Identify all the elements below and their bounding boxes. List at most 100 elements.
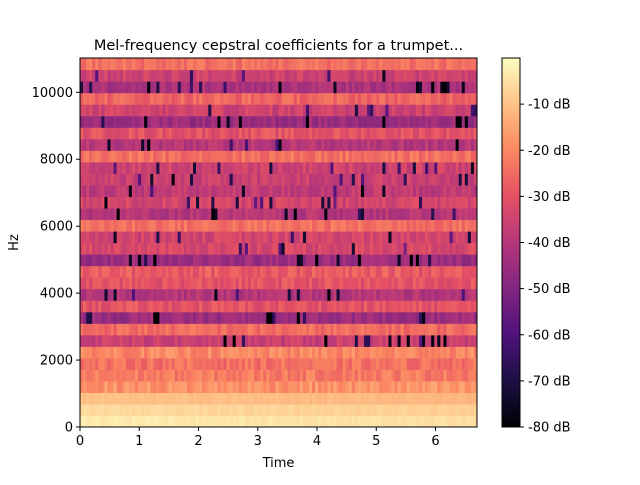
heatmap-cell [458,300,463,313]
heatmap-cell [92,81,96,94]
heatmap-cell [473,219,477,232]
heatmap-cell [305,138,310,151]
heatmap-cell [348,265,353,278]
heatmap-cell [202,184,206,197]
heatmap-cell [165,230,170,244]
heatmap-cell [400,138,405,151]
heatmap-cell [464,173,469,186]
heatmap-cell [443,58,448,71]
heatmap-cell [153,392,157,405]
heatmap-cell [153,69,157,82]
heatmap-cell [302,403,307,417]
heatmap-cell [391,150,396,163]
heatmap-cell [449,219,454,232]
heatmap-cell [437,323,441,336]
heatmap-cell [251,69,255,82]
heatmap-cell [86,403,90,417]
heatmap-cell [415,104,420,117]
heatmap-cell [217,323,222,336]
heatmap-cell [186,81,191,94]
heatmap-cell [440,277,444,290]
heatmap-cell [473,115,477,128]
heatmap-cell [220,69,225,82]
heatmap-cell [275,242,280,255]
heatmap-cell [406,380,411,394]
heatmap-cell [134,277,139,290]
heatmap-cell [134,357,139,370]
heatmap-cell [422,127,426,140]
heatmap-cell [165,323,170,336]
heatmap-cell [287,207,292,221]
heatmap-cell [364,311,368,324]
heatmap-cell [235,58,240,71]
heatmap-cell [226,173,231,186]
heatmap-cell [125,115,130,128]
heatmap-cell [357,173,362,186]
heatmap-cell [418,369,423,382]
heatmap-cell [199,403,203,417]
heatmap-cell [367,219,371,232]
heatmap-cell [162,150,167,163]
heatmap-cell [376,196,380,209]
heatmap-cell [208,311,212,324]
heatmap-cell [409,173,414,186]
heatmap-cell [318,58,322,71]
heatmap-cell [251,127,255,140]
heatmap-cell [217,219,222,232]
heatmap-cell [425,173,429,186]
heatmap-cell [241,254,246,267]
heatmap-cell [315,242,319,255]
heatmap-cell [263,288,267,301]
heatmap-cell [168,150,173,163]
heatmap-cell [168,346,173,359]
heatmap-cell [400,392,405,405]
heatmap-cell [174,69,179,82]
heatmap-cell [211,81,215,94]
heatmap-cell [324,334,328,347]
heatmap-cell [119,196,124,209]
heatmap-cell [446,104,451,117]
heatmap-cell [464,288,469,301]
heatmap-cell [312,219,316,232]
heatmap-cell [113,161,118,174]
heatmap-cell [425,207,429,221]
heatmap-cell [168,323,173,336]
heatmap-cell [464,161,469,174]
heatmap-cell [128,357,133,370]
heatmap-cell [171,127,176,140]
x-axis-label: Time [262,456,295,471]
heatmap-cell [171,115,176,128]
heatmap-cell [220,254,225,267]
heatmap-cell [80,415,84,427]
heatmap-cell [333,346,338,359]
heatmap-cell [189,346,194,359]
heatmap-cell [321,115,325,128]
heatmap-cell [251,138,255,151]
heatmap-cell [211,115,215,128]
heatmap-cell [321,161,325,174]
heatmap-cell [418,219,423,232]
heatmap-cell [360,346,365,359]
heatmap-cell [125,415,130,427]
heatmap-cell [141,92,145,105]
heatmap-cell [211,288,215,301]
heatmap-cell [287,230,292,244]
heatmap-cell [269,323,273,336]
heatmap-cell [473,196,477,209]
heatmap-cell [168,58,173,71]
heatmap-cell [467,196,472,209]
heatmap-cell [461,219,466,232]
heatmap-cell [376,69,380,82]
heatmap-cell [415,346,420,359]
heatmap-cell [403,230,408,244]
heatmap-cell [373,300,377,313]
heatmap-cell [315,311,319,324]
heatmap-cell [260,334,264,347]
heatmap-cell [241,92,246,105]
heatmap-cell [189,392,194,405]
heatmap-cell [443,288,448,301]
heatmap-cell [449,311,454,324]
heatmap-cell [305,403,310,417]
heatmap-cell [278,92,283,105]
